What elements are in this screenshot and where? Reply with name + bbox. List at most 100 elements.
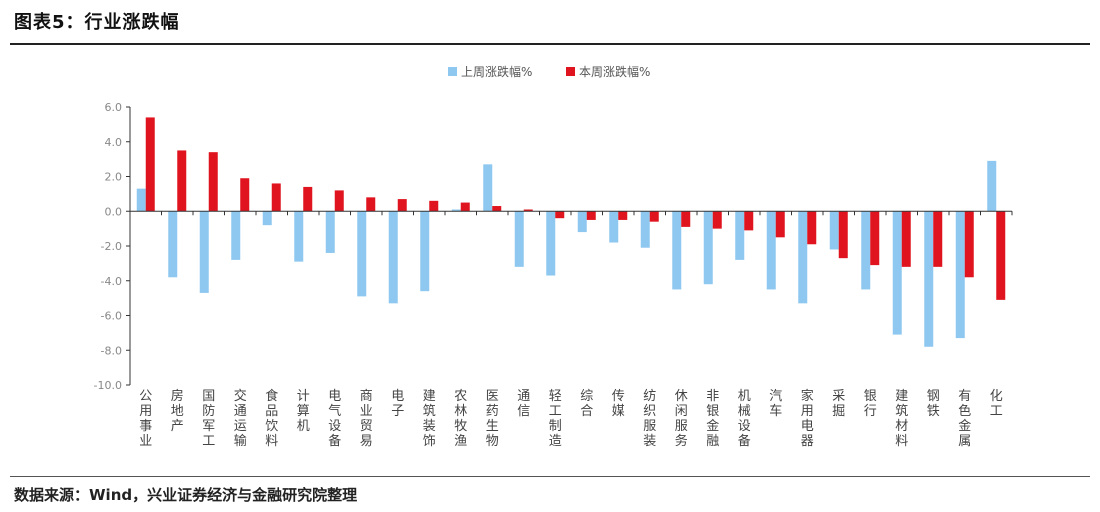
x-category-label: 机械设备	[738, 389, 751, 449]
x-category-label: 休闲服务	[675, 389, 688, 449]
x-category-label: 汽车	[769, 389, 782, 419]
legend-label: 上周涨跌幅%	[461, 64, 532, 79]
bar-this-week	[555, 211, 565, 219]
bar-last-week	[325, 211, 335, 253]
bar-this-week	[240, 178, 250, 212]
bar-last-week	[451, 209, 461, 212]
y-tick-label: -10.0	[94, 379, 122, 392]
bar-this-week	[807, 211, 817, 245]
bar-this-week	[208, 152, 218, 212]
bar-last-week	[262, 211, 272, 226]
y-tick-label: -2.0	[101, 240, 122, 253]
x-category-label: 国防军工	[202, 389, 215, 449]
x-category-label: 采掘	[832, 389, 845, 419]
x-category-label: 建筑材料	[895, 389, 908, 449]
x-category-label: 化工	[990, 389, 1003, 419]
x-category-label: 电气设备	[328, 389, 341, 449]
bar-last-week	[703, 211, 713, 285]
x-category-label: 银行	[864, 389, 877, 419]
x-category-label: 计算机	[297, 389, 310, 434]
x-category-label: 农林牧渔	[454, 389, 467, 449]
bar-last-week	[420, 211, 430, 292]
bar-this-week	[744, 211, 754, 231]
bar-last-week	[609, 211, 619, 243]
bar-last-week	[546, 211, 556, 276]
bar-last-week	[577, 211, 587, 233]
x-category-label: 家用电器	[801, 388, 814, 449]
bar-last-week	[136, 188, 146, 212]
bar-this-week	[681, 211, 691, 227]
bar-last-week	[955, 211, 965, 339]
bar-this-week	[460, 202, 470, 212]
y-tick-label: 6.0	[105, 101, 123, 114]
y-tick-label: 4.0	[105, 136, 123, 149]
y-tick-label: 2.0	[105, 171, 123, 184]
bar-this-week	[429, 200, 439, 212]
bar-this-week	[775, 211, 785, 238]
footer-divider	[10, 476, 1090, 477]
bar-this-week	[838, 211, 848, 259]
bar-this-week	[933, 211, 943, 267]
y-tick-label: -8.0	[101, 344, 122, 357]
bar-last-week	[168, 211, 178, 278]
bar-last-week	[672, 211, 682, 290]
bar-last-week	[231, 211, 241, 260]
bar-this-week	[523, 209, 533, 212]
chart-bars	[136, 117, 1006, 347]
bar-last-week	[798, 211, 808, 304]
bar-this-week	[712, 211, 722, 229]
bar-last-week	[924, 211, 934, 347]
page-title: 图表5：行业涨跌幅	[14, 12, 180, 33]
bar-this-week	[870, 211, 880, 266]
x-category-label: 轻工制造	[549, 389, 562, 449]
chart-legend: 上周涨跌幅% 本周涨跌幅%	[448, 64, 650, 79]
x-category-label: 传媒	[612, 389, 625, 419]
bar-last-week	[199, 211, 209, 293]
bar-this-week	[901, 211, 911, 267]
x-category-label: 食品饮料	[265, 388, 278, 449]
bar-this-week	[177, 150, 187, 212]
x-category-label: 房地产	[171, 388, 184, 434]
x-category-label: 公用事业	[139, 389, 152, 449]
legend-label: 本周涨跌幅%	[579, 64, 650, 79]
bar-last-week	[892, 211, 902, 335]
bar-this-week	[334, 190, 344, 212]
bar-this-week	[271, 183, 281, 212]
x-category-label: 交通运输	[234, 388, 247, 449]
bar-last-week	[483, 164, 493, 212]
bar-last-week	[514, 211, 524, 267]
bar-this-week	[964, 211, 974, 278]
bar-this-week	[618, 211, 628, 220]
bar-this-week	[397, 199, 407, 212]
x-category-label: 医药生物	[486, 389, 499, 449]
x-category-label: 钢铁	[927, 389, 940, 419]
bar-last-week	[987, 160, 997, 212]
bar-chart: 上周涨跌幅% 本周涨跌幅% 6.0 4.0 2.0 0.0 -2.0 -4.0 -6.0 -8.…	[94, 64, 1013, 449]
y-tick-label: -6.0	[101, 310, 122, 323]
x-category-label: 商业贸易	[360, 389, 373, 449]
bar-this-week	[366, 197, 376, 212]
bar-this-week	[145, 117, 155, 212]
bar-last-week	[829, 211, 839, 250]
bar-this-week	[303, 186, 313, 212]
legend-swatch	[566, 67, 575, 76]
x-category-label: 综合	[580, 389, 593, 419]
x-axis: 公用事业 房地产 国防军工 交通运输 食品饮料 计算机 电气设备 商业贸易 电子 建筑装饰 农林牧渔…	[129, 210, 1013, 449]
y-tick-label: 0.0	[105, 205, 123, 218]
x-category-label: 电子	[391, 389, 404, 419]
bar-last-week	[388, 211, 398, 304]
legend-swatch	[448, 67, 457, 76]
bar-last-week	[640, 211, 650, 248]
bar-last-week	[735, 211, 745, 260]
bar-this-week	[996, 211, 1006, 300]
x-category-label: 非银金融	[706, 389, 719, 449]
bar-this-week	[586, 211, 596, 220]
bar-last-week	[861, 211, 871, 290]
source-note: 数据来源：Wind，兴业证券经济与金融研究院整理	[14, 486, 358, 504]
title-divider	[10, 43, 1090, 45]
x-category-label: 纺织服装	[643, 389, 656, 449]
y-axis: 6.0 4.0 2.0 0.0 -2.0 -4.0 -6.0 -8.0 -10.0	[94, 101, 131, 392]
bar-last-week	[766, 211, 776, 290]
x-category-label: 建筑装饰	[423, 389, 436, 449]
bar-last-week	[357, 211, 367, 297]
